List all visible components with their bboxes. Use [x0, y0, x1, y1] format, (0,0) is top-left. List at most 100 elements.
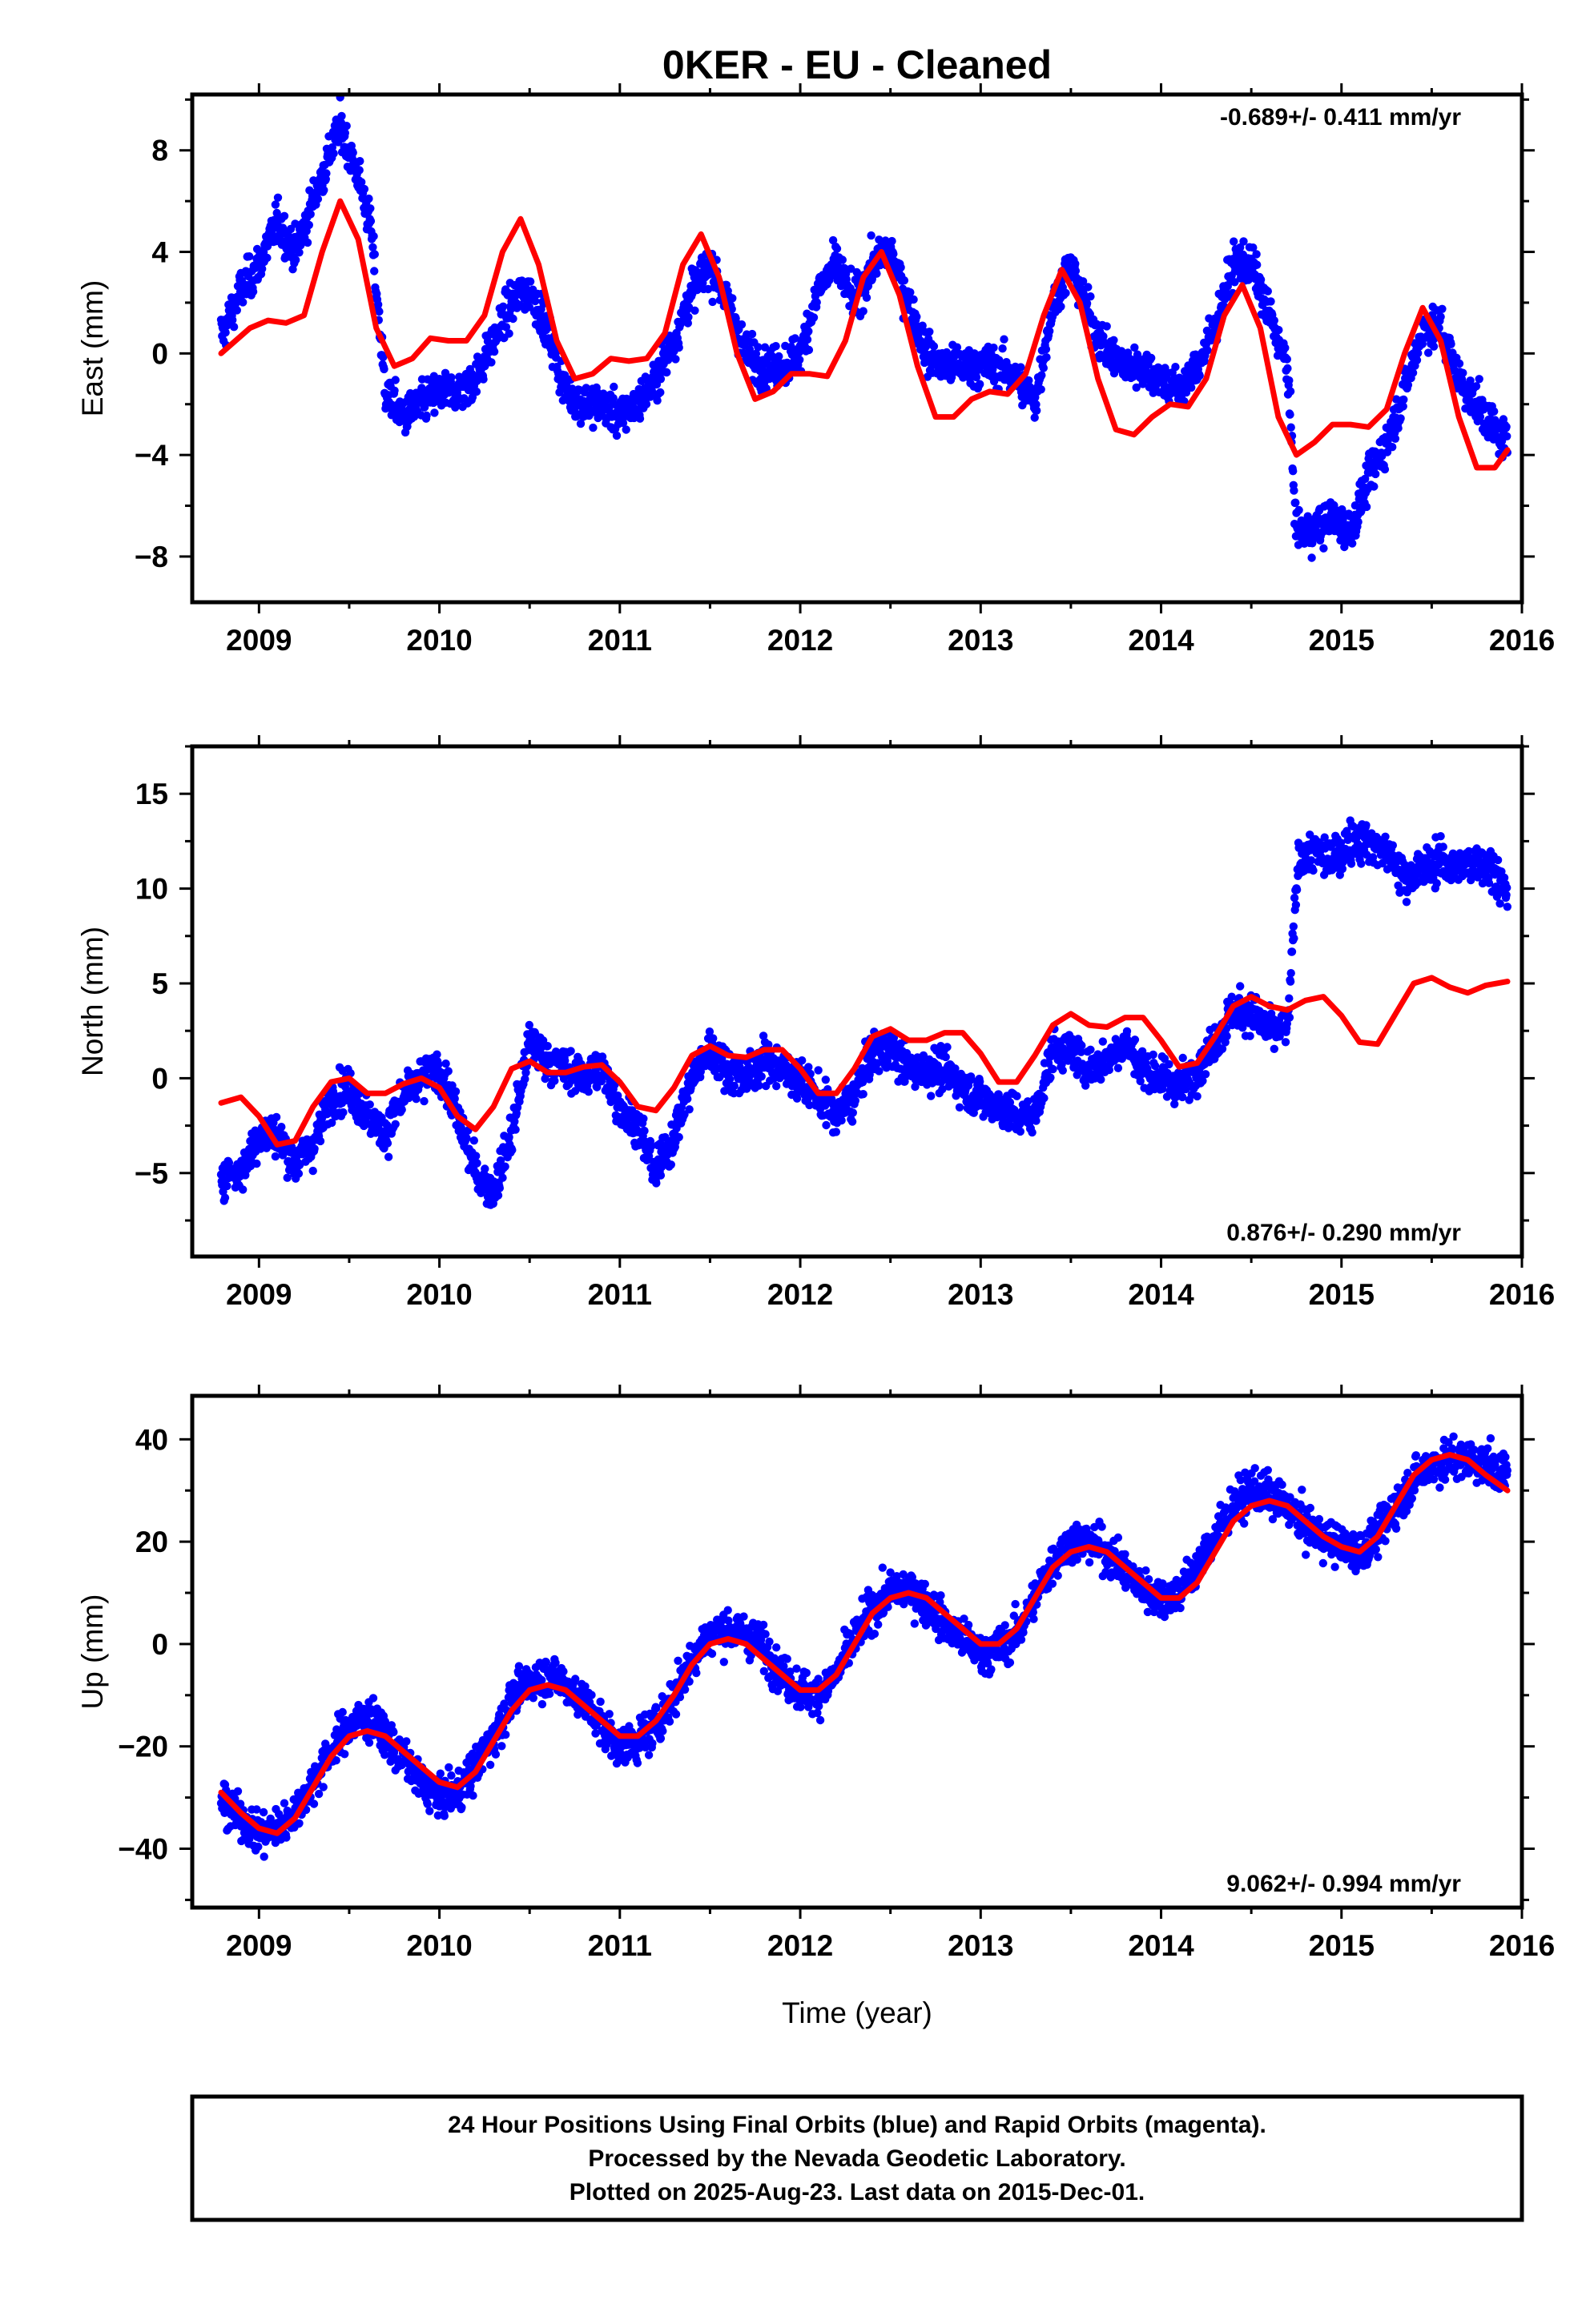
observation-point: [303, 238, 312, 247]
observation-point: [487, 358, 496, 367]
observation-point: [495, 1184, 504, 1192]
observation-point: [1253, 260, 1262, 269]
observation-point: [1396, 414, 1405, 423]
observation-point: [420, 1096, 429, 1106]
observation-point: [662, 368, 671, 377]
y-tick-label: 8: [151, 135, 168, 167]
observation-point: [479, 375, 488, 384]
observation-point: [1099, 332, 1108, 341]
observation-point: [598, 1052, 607, 1061]
observation-point: [1130, 1035, 1140, 1044]
x-tick-label: 2011: [588, 624, 652, 657]
observation-point: [1263, 287, 1273, 296]
observation-point: [348, 148, 357, 157]
observation-point: [390, 386, 399, 395]
observation-point: [1041, 344, 1051, 354]
observation-point: [355, 166, 364, 175]
observation-point: [559, 1074, 569, 1084]
observation-point: [1380, 464, 1390, 474]
observation-point: [1438, 304, 1447, 313]
observation-point: [751, 349, 761, 358]
observation-point: [1370, 482, 1379, 491]
observation-point: [1147, 353, 1156, 363]
observation-point: [1290, 894, 1299, 903]
observation-point: [509, 314, 517, 324]
model-curve: [218, 198, 1511, 471]
observation-point: [1097, 1075, 1105, 1084]
observation-point: [369, 231, 378, 241]
observation-point: [499, 302, 508, 311]
observation-point: [1042, 353, 1051, 362]
observation-point: [998, 344, 1007, 353]
observation-point: [271, 1152, 280, 1161]
observation-point: [447, 373, 456, 382]
observation-point: [906, 287, 915, 297]
observation-point: [838, 255, 847, 264]
observation-point: [666, 1160, 675, 1169]
observation-point: [609, 394, 618, 403]
observation-point: [1165, 1059, 1173, 1069]
observation-point: [339, 1108, 348, 1117]
observation-point: [239, 298, 248, 307]
observation-point: [360, 184, 369, 194]
observation-point: [1361, 474, 1370, 484]
observation-point: [584, 1088, 593, 1096]
observation-point: [337, 111, 346, 121]
observation-point: [635, 414, 645, 423]
observation-point: [373, 300, 383, 309]
observation-point: [380, 364, 388, 374]
observation-point: [1086, 1045, 1095, 1055]
observation-point: [1187, 383, 1196, 392]
observation-point: [441, 1059, 450, 1068]
observation-point: [258, 264, 267, 273]
observation-point: [728, 294, 737, 303]
observation-point: [1307, 553, 1316, 562]
observation-point: [239, 1185, 248, 1194]
observation-point: [831, 1128, 841, 1136]
observation-point: [1408, 368, 1418, 377]
observation-point: [1122, 1027, 1132, 1036]
observation-point: [316, 1136, 325, 1146]
observation-point: [1032, 1116, 1041, 1125]
observation-point: [757, 1072, 766, 1081]
observation-point: [229, 323, 239, 332]
observation-point: [639, 1114, 648, 1124]
observation-point: [566, 1047, 575, 1055]
observation-point: [653, 396, 662, 405]
observation-point: [356, 157, 364, 166]
observation-point: [1338, 864, 1347, 874]
observation-point: [379, 352, 388, 362]
observation-point: [865, 1070, 874, 1080]
observation-point: [671, 355, 680, 364]
observation-point: [1252, 250, 1261, 259]
observation-point: [1266, 297, 1275, 306]
observation-point: [1061, 288, 1070, 298]
panel-frame: [190, 92, 1524, 605]
observation-point: [511, 1125, 520, 1134]
observation-point: [642, 400, 651, 408]
observation-point: [391, 376, 400, 384]
observation-point: [1149, 1050, 1157, 1059]
y-tick-label: 0: [151, 337, 168, 370]
observation-point: [430, 408, 439, 417]
observation-point: [1195, 371, 1204, 380]
observation-point: [462, 1134, 471, 1143]
observation-point: [313, 195, 323, 203]
observation-point: [481, 1164, 489, 1173]
observation-point: [1286, 969, 1295, 978]
observation-point: [1429, 342, 1439, 351]
observation-point: [444, 1067, 453, 1076]
observation-point: [989, 344, 998, 352]
observation-point: [1012, 1092, 1021, 1100]
observation-point: [1102, 322, 1111, 331]
observation-point: [1133, 350, 1142, 359]
observation-point: [912, 312, 921, 321]
observation-point: [1098, 1037, 1108, 1046]
observation-point: [245, 252, 254, 261]
observation-point: [1290, 934, 1298, 943]
observation-point: [867, 231, 875, 240]
observation-point: [320, 186, 328, 195]
observation-point: [764, 1040, 773, 1049]
observation-point: [1105, 1065, 1114, 1075]
observation-point: [683, 1095, 692, 1104]
